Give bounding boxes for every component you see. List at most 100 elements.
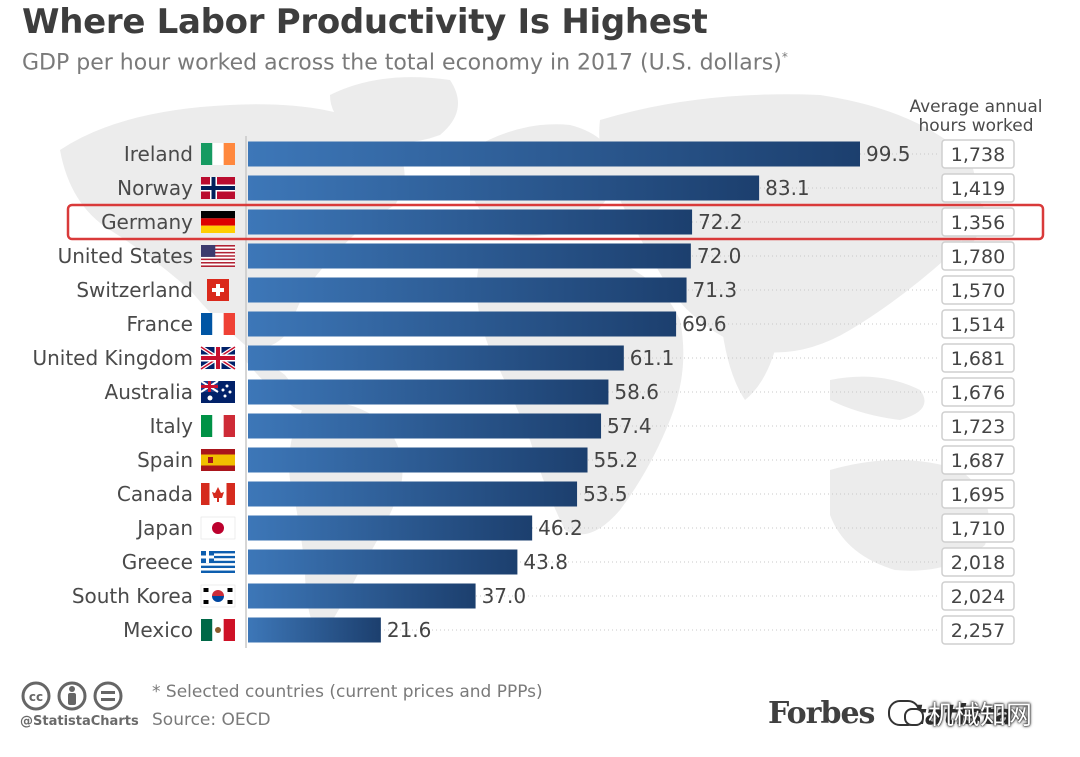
- value-label: 72.2: [698, 210, 743, 234]
- bar: [248, 175, 760, 201]
- bar: [248, 549, 518, 575]
- chart-row: Ireland 99.5 1,738: [124, 139, 1015, 169]
- chart-row: Japan 46.2 1,710: [135, 513, 1015, 543]
- bar: [248, 481, 578, 507]
- hours-box: [941, 513, 1015, 543]
- category-label: Canada: [117, 482, 193, 506]
- chart-row: United Kingdom 61.1 1,681: [32, 343, 1015, 373]
- south-korea-flag-icon: [200, 584, 236, 608]
- value-label: 71.3: [693, 278, 738, 302]
- hours-column-header: Average annual hours worked: [908, 98, 1044, 136]
- hours-value: 1,514: [951, 314, 1005, 336]
- spain-flag-icon: [201, 449, 235, 471]
- hours-value: 2,018: [951, 552, 1005, 574]
- hours-value: 1,710: [951, 518, 1005, 540]
- category-label: Australia: [105, 380, 193, 404]
- value-label: 46.2: [538, 516, 583, 540]
- hours-box: [941, 547, 1015, 577]
- value-label: 53.5: [583, 482, 628, 506]
- japan-flag-icon: [200, 516, 236, 540]
- subtitle-text: GDP per hour worked across the total eco…: [22, 50, 782, 76]
- bar: [248, 379, 609, 405]
- hours-box: [941, 241, 1015, 271]
- svg-text:cc: cc: [29, 690, 43, 704]
- nd-icon: [93, 681, 123, 711]
- hours-value: 1,419: [951, 178, 1005, 200]
- germany-flag-icon: [201, 211, 235, 233]
- category-label: Greece: [122, 550, 193, 574]
- category-label: Mexico: [123, 618, 193, 642]
- hours-header-line1: Average annual: [909, 97, 1043, 117]
- united-kingdom-flag-icon: [199, 345, 237, 371]
- by-icon: [57, 681, 87, 711]
- hours-value: 2,024: [951, 586, 1005, 608]
- hours-box: [941, 581, 1015, 611]
- bar: [248, 413, 602, 439]
- value-label: 43.8: [523, 550, 568, 574]
- hours-box: [941, 343, 1015, 373]
- category-label: Ireland: [124, 142, 193, 166]
- hours-box: [941, 275, 1015, 305]
- hours-value: 2,257: [951, 620, 1005, 642]
- bar: [248, 277, 687, 303]
- bar: [248, 617, 381, 643]
- chart-row: South Korea 37.0 2,024: [72, 581, 1015, 611]
- hours-box: [941, 173, 1015, 203]
- chart-row: Switzerland 71.3 1,570: [76, 275, 1015, 305]
- value-label: 99.5: [866, 142, 911, 166]
- highlight-box: [66, 203, 1045, 241]
- bar: [248, 141, 860, 167]
- category-label: South Korea: [72, 584, 193, 608]
- hours-box: [941, 377, 1015, 407]
- hours-header-line2: hours worked: [918, 116, 1034, 136]
- source-note: Source: OECD: [152, 710, 271, 730]
- value-label: 58.6: [614, 380, 659, 404]
- footnote: * Selected countries (current prices and…: [152, 682, 543, 702]
- chart-row: Italy 57.4 1,723: [150, 411, 1015, 441]
- value-label: 72.0: [697, 244, 742, 268]
- hours-value: 1,356: [951, 212, 1005, 234]
- chart-row: Germany 72.2 1,356: [66, 203, 1045, 241]
- hours-value: 1,687: [951, 450, 1005, 472]
- chart-row: Mexico 21.6 2,257: [123, 615, 1015, 645]
- hours-box: [941, 479, 1015, 509]
- hours-box: [941, 411, 1015, 441]
- category-label: Germany: [101, 210, 193, 234]
- australia-flag-icon: [200, 380, 235, 403]
- hours-box: [941, 445, 1015, 475]
- chart-row: Spain 55.2 1,687: [137, 445, 1015, 475]
- value-label: 21.6: [387, 618, 432, 642]
- value-label: 57.4: [607, 414, 652, 438]
- bar: [248, 345, 624, 371]
- hours-box: [941, 139, 1015, 169]
- chart-row: France 69.6 1,514: [126, 309, 1015, 339]
- bar: [248, 311, 677, 337]
- hours-value: 1,723: [951, 416, 1005, 438]
- chart-row: Greece 43.8 2,018: [122, 547, 1015, 577]
- greece-flag-icon: [201, 551, 235, 573]
- value-label: 55.2: [594, 448, 639, 472]
- bar: [248, 243, 691, 269]
- watermark-text: 机械知网: [928, 700, 1033, 731]
- chart-row: Canada 53.5 1,695: [117, 479, 1015, 509]
- united-states-flag-icon: [201, 245, 235, 267]
- switzerland-flag-icon: [207, 279, 229, 301]
- value-label: 61.1: [630, 346, 675, 370]
- category-label: Norway: [117, 176, 193, 200]
- chart-title: Where Labor Productivity Is Highest: [22, 2, 708, 42]
- norway-flag-icon: [201, 177, 235, 199]
- category-label: Italy: [150, 414, 194, 438]
- value-label: 83.1: [765, 176, 810, 200]
- hours-value: 1,695: [951, 484, 1005, 506]
- bar: [248, 447, 588, 473]
- hours-box: [941, 309, 1015, 339]
- canada-flag-icon: [201, 483, 235, 505]
- wechat-icon: [888, 700, 924, 726]
- mexico-flag-icon: [201, 619, 235, 641]
- bar: [248, 515, 533, 541]
- hours-value: 1,780: [951, 246, 1005, 268]
- chart-row: Australia 58.6 1,676: [105, 377, 1015, 407]
- hours-value: 1,681: [951, 348, 1005, 370]
- hours-value: 1,570: [951, 280, 1005, 302]
